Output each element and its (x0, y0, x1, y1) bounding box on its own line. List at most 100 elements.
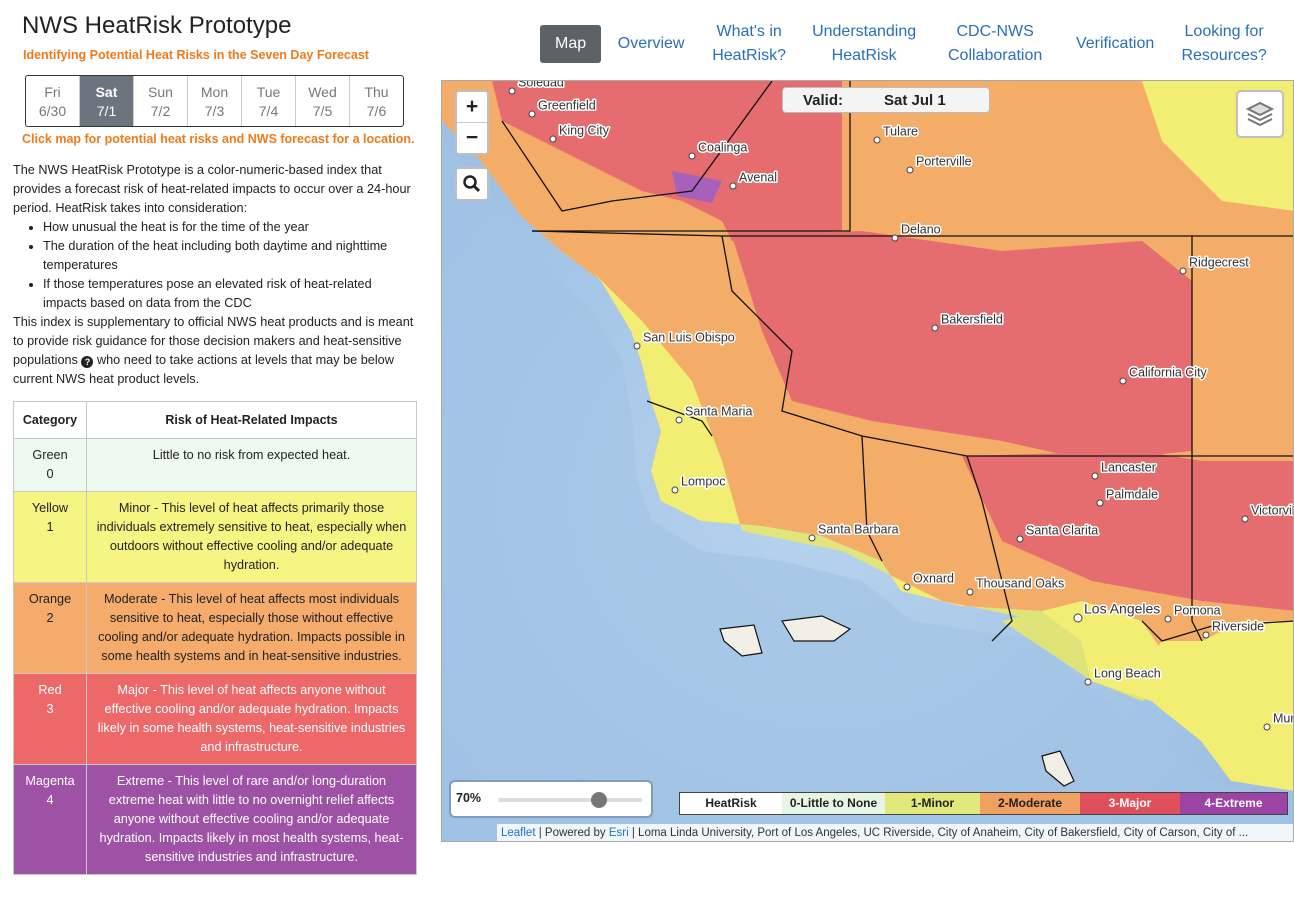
city-marker (891, 234, 899, 242)
category-cell: Red 3 (13, 673, 87, 765)
city-marker (675, 416, 683, 424)
city-label: Thousand Oaks (976, 576, 1064, 590)
city-label: Coalinga (698, 140, 747, 154)
category-level: 1 (46, 520, 54, 534)
island (781, 615, 852, 642)
search-button[interactable] (455, 167, 489, 201)
legend-title: HeatRisk (705, 796, 757, 810)
city-label: Murrieta (1273, 711, 1294, 725)
day-tab[interactable]: Fri 6/30 (26, 76, 79, 126)
city-marker (1179, 267, 1187, 275)
category-name: Green (32, 448, 68, 462)
zoom-in[interactable]: + (457, 92, 487, 123)
legend-item: 0-Little to None (782, 793, 885, 814)
category-name: Magenta (25, 774, 75, 788)
risk-cell: Major - This level of heat affects anyon… (86, 673, 417, 765)
valid-date: Sat Jul 1 (884, 92, 946, 109)
header-cell: Category (13, 401, 87, 439)
bullet-list: How unusual the heat is for the time of … (13, 218, 418, 313)
bullet: The duration of the heat including both … (43, 237, 418, 275)
county-lines (501, 81, 1293, 642)
day-name: Mon (200, 84, 229, 100)
city-label: Palmdale (1106, 487, 1158, 501)
bullet: If those temperatures pose an elevated r… (43, 275, 418, 313)
heat-major (492, 81, 842, 241)
search-icon (463, 175, 481, 193)
county-line (646, 400, 713, 437)
risk-cell: Little to no risk from expected heat. (86, 438, 417, 492)
esri-link[interactable]: Esri (608, 827, 629, 839)
help-icon[interactable]: ? (81, 356, 94, 368)
nav-link[interactable]: Understanding HeatRisk (812, 23, 917, 64)
leaflet-link[interactable]: Leaflet (501, 827, 536, 839)
day-date: 7/6 (366, 103, 387, 119)
nav-link[interactable]: Map (540, 25, 602, 63)
day-selector: Fri 6/30 Sat 7/1 Sun 7/2 Mon 7/3 Tue 7/4 Wed 7/5 Thu… (25, 75, 404, 127)
day-date: 7/3 (204, 103, 225, 119)
category-level: 0 (46, 467, 54, 481)
risk-cell: Minor - This level of heat affects prima… (86, 491, 417, 583)
table-row: Green 0 Little to no risk from expected he… (13, 438, 417, 492)
nav-link[interactable]: What's in HeatRisk? (712, 23, 787, 64)
city-label: Pomona (1174, 603, 1221, 617)
opacity-slider[interactable] (498, 792, 642, 808)
city-label: Riverside (1212, 619, 1264, 633)
day-tab[interactable]: Wed 7/5 (295, 76, 349, 126)
legend-item: 1-Minor (885, 793, 980, 814)
day-tab[interactable]: Thu 7/6 (349, 76, 403, 126)
day-tab[interactable]: Mon 7/3 (187, 76, 241, 126)
nav-link[interactable]: Verification (1075, 35, 1155, 52)
legend-item: 2-Moderate (980, 793, 1080, 814)
city-label: Tulare (883, 124, 918, 138)
city-labels: Soledad Greenfield King City Coalinga Avenal… (508, 81, 1294, 731)
city-marker (808, 534, 816, 542)
map-canvas: Soledad Greenfield King City Coalinga Avenal… (442, 81, 1294, 841)
city-marker (931, 324, 939, 332)
zoom-out[interactable]: − (465, 126, 479, 149)
category-name: Yellow (31, 501, 69, 515)
heat-major (962, 451, 1293, 611)
city-marker (1241, 515, 1249, 523)
intro: The NWS HeatRisk Prototype is a color-nu… (13, 163, 411, 215)
city-label: Avenal (739, 170, 777, 184)
city-marker (903, 583, 911, 591)
city-marker (1096, 499, 1104, 507)
city-label: Santa Barbara (818, 522, 899, 536)
valid-box: Valid: Sat Jul 1 (782, 87, 990, 113)
nav-link[interactable]: Overview (617, 35, 685, 52)
city-label: Long Beach (1094, 666, 1161, 680)
city-label: King City (559, 123, 610, 137)
city-label: Santa Clarita (1026, 523, 1098, 537)
day-tab[interactable]: Sun 7/2 (133, 76, 187, 126)
day-date: 7/2 (150, 103, 171, 119)
county-line (1191, 236, 1203, 642)
category-level: 3 (46, 702, 54, 716)
day-tab[interactable]: Sat 7/1 (79, 76, 133, 126)
layers-button[interactable] (1236, 90, 1284, 138)
city-label: Victorville (1251, 503, 1294, 517)
island (719, 624, 763, 657)
city-marker (528, 110, 536, 118)
table-row: Magenta 4 Extreme - This level of rare and… (13, 764, 417, 875)
day-name: Sun (148, 84, 173, 100)
islands (719, 615, 1075, 787)
county-line (966, 455, 1013, 642)
category-cell: Magenta 4 (13, 764, 87, 875)
heat-overlay (442, 81, 1293, 791)
opacity-knob[interactable] (590, 792, 607, 808)
nav-link[interactable]: Looking for Resources? (1181, 23, 1267, 64)
layers-icon (1245, 101, 1275, 127)
opacity-control: 70% (451, 782, 651, 816)
legend-item: 3-Major (1080, 793, 1180, 814)
day-tab[interactable]: Tue 7/4 (241, 76, 295, 126)
city-marker (1091, 472, 1099, 480)
closing-text: This index is supplementary to official … (13, 315, 414, 367)
map[interactable]: Soledad Greenfield King City Coalinga Avenal… (441, 80, 1294, 842)
county-line (861, 435, 883, 562)
city-label: Bakersfield (941, 312, 1003, 326)
category-level: 2 (46, 611, 54, 625)
day-date: 7/5 (312, 103, 333, 119)
nav-link[interactable]: CDC-NWS Collaboration (947, 23, 1043, 64)
city-label: Oxnard (913, 571, 954, 585)
city-marker (671, 486, 679, 494)
